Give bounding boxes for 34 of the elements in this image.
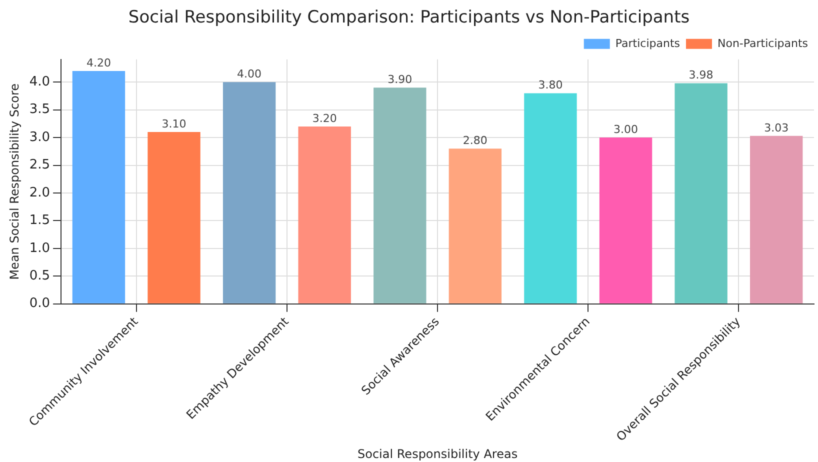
data-label: 3.98 bbox=[688, 68, 714, 82]
y-tick-label: 4.0 bbox=[29, 74, 50, 90]
bar bbox=[148, 132, 200, 304]
data-label: 3.00 bbox=[614, 122, 638, 136]
y-tick-label: 2.5 bbox=[29, 158, 50, 173]
chart-title: Social Responsibility Comparison: Participants vs Non-Participants bbox=[128, 8, 690, 28]
bar bbox=[72, 71, 126, 304]
y-tick-label: 0.0 bbox=[29, 296, 50, 312]
bar bbox=[448, 148, 502, 304]
y-tick-label: 0.5 bbox=[29, 268, 50, 284]
bar bbox=[599, 138, 652, 304]
data-label: 4.20 bbox=[86, 56, 111, 70]
bar bbox=[750, 136, 803, 304]
bar bbox=[222, 82, 276, 304]
bar bbox=[674, 83, 728, 304]
data-label: 3.90 bbox=[388, 73, 412, 86]
data-label: 3.10 bbox=[162, 117, 186, 130]
legend-label: Participants bbox=[615, 36, 680, 50]
x-axis-title: Social Responsibility Areas bbox=[357, 446, 518, 461]
bar bbox=[298, 126, 351, 304]
data-label: 3.80 bbox=[538, 78, 563, 92]
legend-label: Non-Participants bbox=[717, 36, 808, 50]
data-label: 4.00 bbox=[237, 67, 262, 80]
data-label: 3.20 bbox=[312, 112, 337, 125]
y-tick-label: 1.5 bbox=[29, 213, 50, 228]
data-label: 3.03 bbox=[764, 121, 789, 134]
y-tick-label: 2.0 bbox=[29, 185, 50, 200]
y-tick-label: 3.0 bbox=[29, 130, 50, 145]
bar bbox=[524, 93, 577, 304]
data-label: 2.80 bbox=[462, 134, 488, 147]
y-tick-label: 1.0 bbox=[29, 240, 50, 256]
bar bbox=[374, 88, 426, 304]
y-tick-label: 3.5 bbox=[29, 102, 50, 118]
y-axis-title: Mean Social Responsibility Score bbox=[7, 83, 22, 280]
